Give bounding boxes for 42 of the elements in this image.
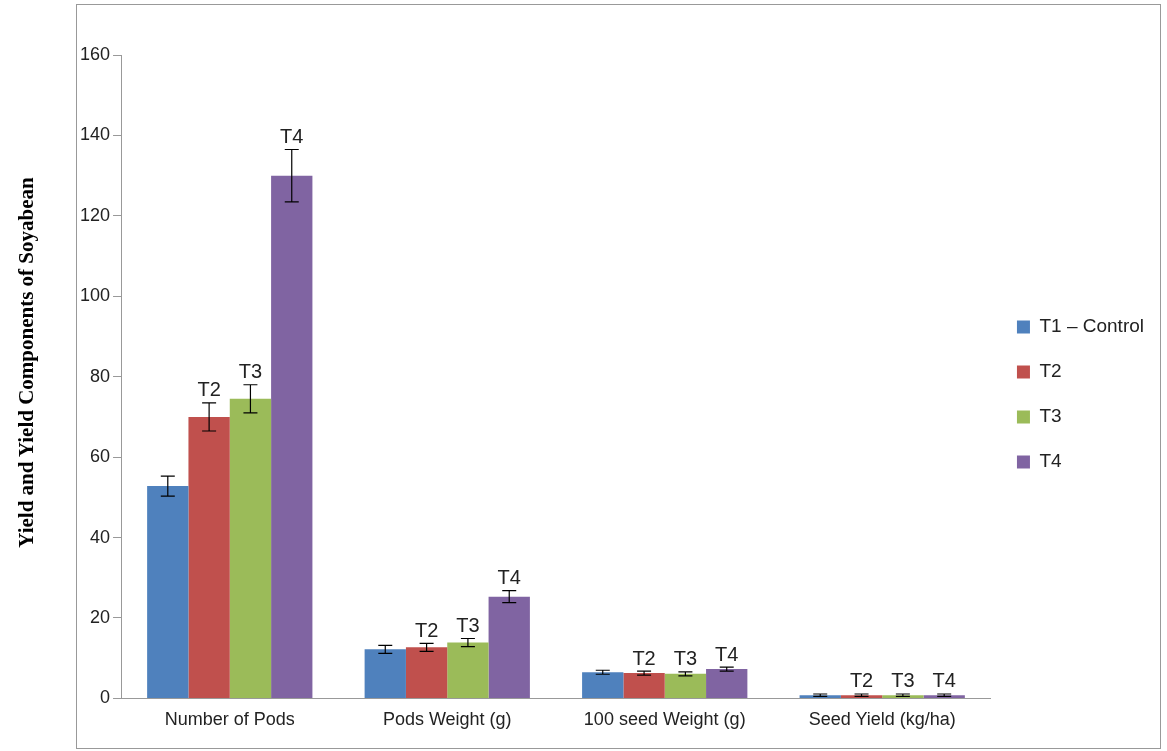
y-tick-label: 120 [79, 204, 111, 225]
x-tick-label: Seed Yield (kg/ha) [808, 709, 956, 730]
y-tick-label: 160 [79, 43, 111, 64]
x-tick-label: Pods Weight (g) [382, 709, 512, 730]
bar [706, 669, 748, 698]
y-tick-label: 100 [79, 285, 111, 306]
bar [405, 647, 448, 698]
bar [271, 175, 313, 698]
y-axis-title: Yield and Yield Components of Soyabean [13, 176, 39, 550]
y-tick-label: 140 [79, 124, 111, 145]
data-label: T4 [497, 566, 521, 589]
data-label: T3 [238, 360, 263, 383]
data-label: T4 [932, 669, 956, 692]
data-label: T3 [673, 647, 698, 670]
bar [188, 416, 230, 698]
x-tick-label: 100 seed Weight (g) [583, 709, 746, 730]
data-label: T4 [715, 642, 739, 665]
data-label: T2 [632, 646, 656, 669]
bar [582, 672, 624, 698]
bar [488, 596, 530, 698]
bar [664, 673, 707, 698]
y-tick-label: 0 [100, 687, 111, 708]
bar [364, 649, 406, 698]
bar [623, 673, 665, 698]
data-label: T2 [849, 669, 874, 692]
bar [447, 642, 489, 698]
legend-label: T1 – Control [1039, 315, 1144, 337]
data-label: T4 [280, 125, 304, 148]
y-tick-label: 20 [90, 606, 111, 627]
data-label: T2 [414, 618, 439, 641]
legend-label: T4 [1039, 450, 1063, 472]
y-tick-label: 40 [90, 526, 111, 547]
data-label: T2 [197, 378, 221, 401]
legend-label: T2 [1039, 360, 1062, 382]
bar [147, 486, 189, 698]
data-label: T3 [891, 669, 915, 692]
x-tick-label: Number of Pods [164, 709, 295, 730]
y-tick-label: 60 [90, 446, 111, 467]
data-label: T3 [456, 614, 480, 636]
bar [229, 398, 272, 698]
y-tick-label: 80 [90, 365, 111, 386]
legend-label: T3 [1039, 405, 1062, 427]
